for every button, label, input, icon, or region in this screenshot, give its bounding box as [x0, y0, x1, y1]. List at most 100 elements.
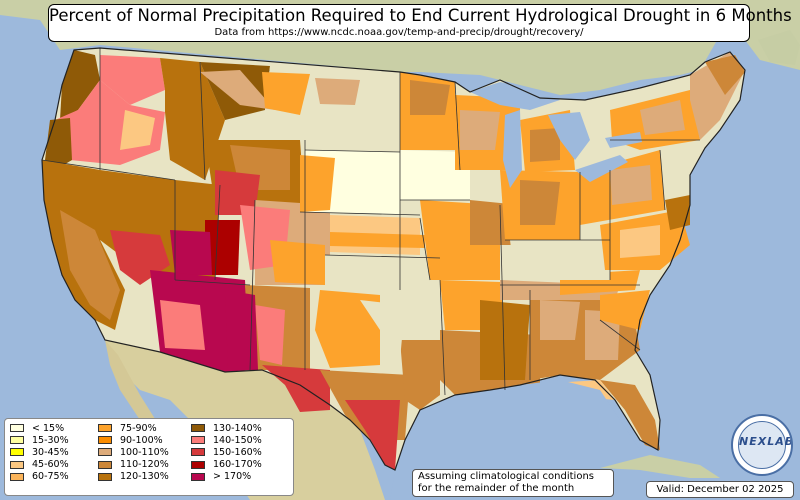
legend-swatch [10, 436, 24, 445]
legend-label: 90-100% [120, 434, 163, 446]
region-wa-east [100, 55, 165, 105]
region-co-dark [205, 220, 240, 275]
region-ky [510, 240, 610, 280]
region-mn-brown [410, 80, 450, 115]
note-line-2: for the remainder of the month [418, 483, 575, 494]
state-borders [41, 48, 700, 396]
legend-item: 100-110% [98, 446, 169, 458]
globe-icon [738, 421, 786, 469]
legend-label: 100-110% [120, 446, 169, 458]
region-ny-tan [640, 100, 685, 135]
region-co-magenta [170, 230, 212, 275]
region-fl [600, 380, 660, 450]
legend-label: 160-170% [213, 459, 262, 471]
region-ut-red [215, 170, 260, 215]
lake-michigan [503, 110, 522, 188]
valid-date: Valid: December 02 2025 [646, 481, 794, 498]
legend-label: 75-90% [120, 422, 157, 434]
nova-scotia [758, 30, 800, 65]
region-nm-magenta [225, 290, 258, 370]
legend-label: 140-150% [213, 434, 262, 446]
region-co-east-orange [270, 240, 325, 285]
legend-swatch [10, 448, 24, 457]
legend-item: 160-170% [191, 459, 262, 471]
region-ia [400, 150, 470, 200]
region-az-pink [160, 300, 205, 350]
region-ne-orange [300, 155, 335, 212]
legend-swatch [10, 460, 24, 469]
legend-column: 75-90% 90-100% 100-110% 110-120% 120-130… [98, 422, 169, 483]
legend-item: 45-60% [10, 459, 69, 471]
lake-superior [470, 82, 560, 110]
legend-item: 75-90% [98, 422, 169, 434]
region-nm-pink [255, 305, 285, 365]
map-title: Percent of Normal Precipitation Required… [49, 6, 792, 25]
region-mt-orange [262, 72, 310, 115]
region-pa-tan [610, 165, 652, 205]
legend-swatch [191, 460, 205, 469]
conus-outline [41, 47, 746, 471]
lake-huron [548, 112, 590, 160]
region-in-brown [520, 180, 560, 225]
legend-item: 60-75% [10, 471, 69, 483]
region-tx-east [400, 340, 440, 410]
legend-label: 120-130% [120, 471, 169, 483]
logo-text: NEXLAB [739, 435, 793, 448]
legend-item: 30-45% [10, 446, 69, 458]
legend-swatch [98, 472, 112, 481]
legend-swatch [191, 424, 205, 433]
cuba [600, 455, 720, 478]
region-md-de [665, 195, 690, 230]
legend-label: < 15% [32, 422, 65, 434]
legend-item: > 170% [191, 471, 262, 483]
legend-swatch [191, 472, 205, 481]
region-tx-central [315, 290, 380, 368]
legend-swatch [10, 424, 24, 433]
legend-swatch [98, 436, 112, 445]
legend-label: 60-75% [32, 471, 69, 483]
region-ks-orange [330, 232, 425, 248]
legend-label: 130-140% [213, 422, 262, 434]
region-sc [600, 290, 650, 330]
legend-swatch [10, 472, 24, 481]
region-mt-tan [315, 78, 360, 105]
legend-item: 110-120% [98, 459, 169, 471]
title-box: Percent of Normal Precipitation Required… [48, 4, 792, 42]
legend: < 15% 15-30% 30-45% 45-60% 60-75% 75-90%… [4, 418, 294, 496]
legend-item: 150-160% [191, 446, 262, 458]
map-subtitle: Data from https://www.ncdc.noaa.gov/temp… [214, 27, 584, 38]
legend-swatch [98, 460, 112, 469]
region-me-brown [705, 55, 745, 95]
legend-item: < 15% [10, 422, 69, 434]
legend-item: 140-150% [191, 434, 262, 446]
lake-erie [575, 155, 628, 182]
region-mt-patch [200, 70, 275, 110]
region-tx-south [345, 400, 400, 470]
legend-item: 120-130% [98, 471, 169, 483]
legend-swatch [191, 436, 205, 445]
legend-label: 15-30% [32, 434, 69, 446]
region-wa-coast [60, 50, 100, 120]
region-va-tan [620, 225, 660, 258]
nexlab-logo: NEXLAB [731, 414, 793, 476]
legend-item: 130-140% [191, 422, 262, 434]
legend-swatch [98, 424, 112, 433]
region-wi-tan [460, 110, 500, 150]
legend-column: < 15% 15-30% 30-45% 45-60% 60-75% [10, 422, 69, 483]
region-ms-brown [480, 300, 530, 380]
region-id-mid [120, 110, 155, 150]
note-line-1: Assuming climatological conditions [418, 471, 594, 482]
legend-column: 130-140% 140-150% 150-160% 160-170% > 17… [191, 422, 262, 483]
region-tx-light [360, 300, 405, 362]
legend-label: 30-45% [32, 446, 69, 458]
legend-item: 90-100% [98, 434, 169, 446]
legend-label: > 170% [213, 471, 252, 483]
region-ca-central [60, 210, 120, 320]
assumption-note: Assuming climatological conditions for t… [412, 469, 614, 497]
region-ok-tan [325, 255, 400, 290]
legend-swatch [191, 448, 205, 457]
legend-label: 45-60% [32, 459, 69, 471]
legend-swatch [98, 448, 112, 457]
legend-label: 110-120% [120, 459, 169, 471]
